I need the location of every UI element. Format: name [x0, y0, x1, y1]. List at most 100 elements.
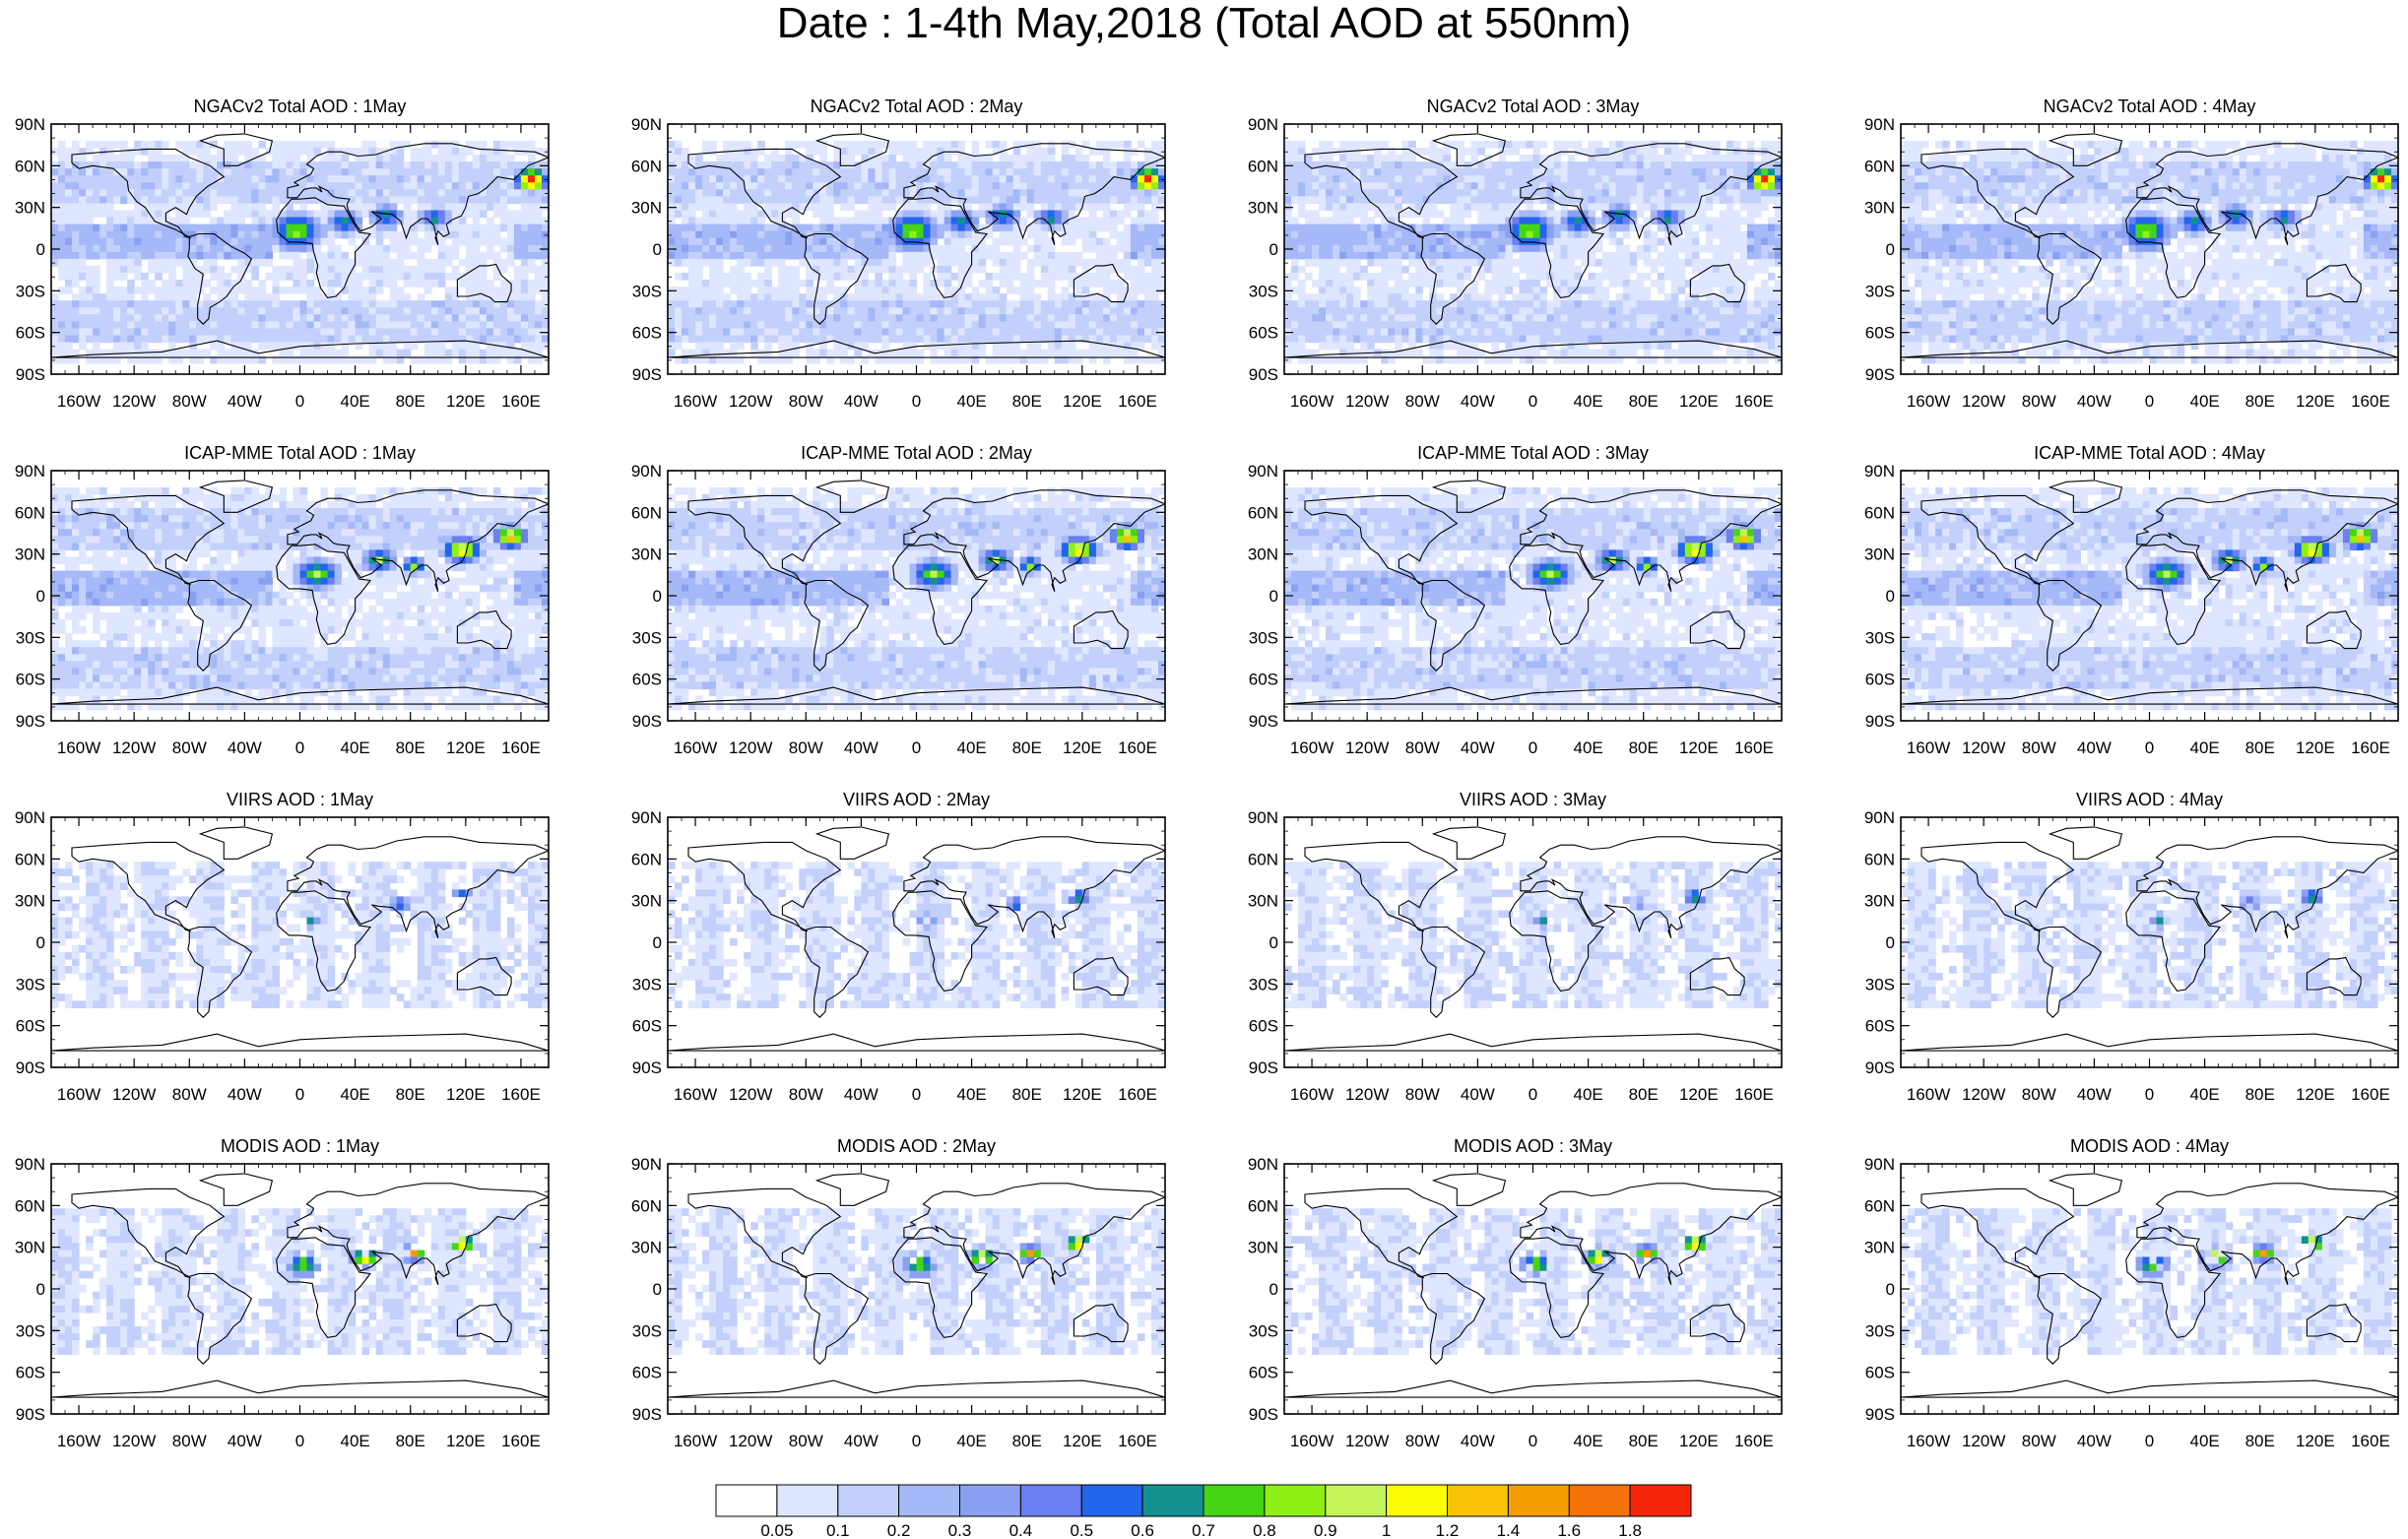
y-tick-label: 90S — [1249, 1405, 1278, 1424]
panel-title: NGACv2 Total AOD : 1May — [194, 96, 407, 116]
aod-field — [51, 471, 549, 721]
y-tick-label: 90S — [1865, 712, 1895, 731]
x-tick-label: 120E — [446, 1085, 486, 1104]
y-tick-label: 60N — [15, 1196, 45, 1215]
y-tick-label: 60N — [1248, 503, 1278, 522]
y-tick-label: 30S — [16, 975, 45, 994]
x-tick-label: 40E — [956, 738, 986, 757]
x-tick-label: 80E — [396, 1085, 425, 1104]
x-tick-label: 0 — [912, 1085, 921, 1104]
x-tick-label: 160E — [501, 1085, 541, 1104]
y-tick-label: 30S — [1249, 975, 1278, 994]
x-tick-label: 120E — [2296, 1085, 2335, 1104]
x-tick-label: 80E — [1012, 392, 1042, 411]
x-tick-label: 40W — [1461, 738, 1495, 757]
panel-title: NGACv2 Total AOD : 4May — [2044, 96, 2256, 116]
y-tick-label: 90N — [15, 808, 45, 827]
x-tick-label: 80E — [396, 1432, 425, 1450]
y-tick-label: 30S — [16, 1321, 45, 1340]
x-tick-label: 120E — [1063, 1432, 1102, 1450]
x-tick-label: 160W — [1290, 738, 1334, 757]
coastlines — [1901, 133, 2398, 358]
x-tick-label: 40W — [228, 1085, 262, 1104]
x-tick-label: 0 — [295, 392, 304, 411]
colorbar-swatch — [715, 1484, 778, 1517]
y-tick-label: 0 — [1886, 587, 1895, 606]
panel-title: VIIRS AOD : 3May — [1460, 790, 1606, 809]
x-tick-label: 160E — [1118, 738, 1157, 757]
coastlines — [1284, 1173, 1782, 1398]
panel-4: NGACv2 Total AOD : 4May 90N 60N 30N 0 30S 60S 9… — [1864, 96, 2399, 411]
aod-field — [51, 124, 549, 374]
y-tick-label: 90S — [1865, 365, 1895, 384]
x-tick-label: 40E — [1573, 1432, 1602, 1450]
y-tick-label: 60S — [632, 671, 662, 689]
y-tick-label: 0 — [1886, 240, 1895, 259]
panel-5: ICAP-MME Total AOD : 1May 90N 60N 30N 0 30S 60… — [15, 443, 550, 757]
y-tick-label: 30S — [1865, 975, 1895, 994]
y-tick-label: 30N — [631, 1239, 662, 1257]
x-tick-label: 80E — [2245, 738, 2275, 757]
x-tick-label: 160E — [1734, 738, 1774, 757]
x-tick-label: 0 — [1529, 1085, 1537, 1104]
aod-field — [1901, 124, 2398, 374]
x-tick-label: 120W — [1962, 738, 2005, 757]
x-tick-label: 80E — [1629, 738, 1659, 757]
y-tick-label: 30N — [15, 545, 45, 564]
x-tick-label: 160W — [57, 738, 100, 757]
y-tick-label: 0 — [36, 1280, 45, 1299]
aod-field — [1284, 124, 1782, 374]
x-tick-label: 120E — [446, 738, 486, 757]
x-tick-label: 120E — [446, 392, 486, 411]
x-tick-label: 160E — [2351, 1432, 2390, 1450]
colorbar: 0.05 0.1 0.2 0.3 0.4 0.5 0.6 0.7 0.8 0.9 1 1.2 1.4 1.… — [715, 1484, 1692, 1539]
y-tick-label: 60N — [15, 850, 45, 868]
x-tick-label: 40E — [956, 1085, 986, 1104]
x-tick-label: 40E — [340, 738, 369, 757]
aod-field — [51, 817, 549, 1067]
colorbar-label: 1.4 — [1497, 1521, 1521, 1539]
x-tick-label: 160E — [501, 392, 541, 411]
y-tick-label: 90N — [1864, 808, 1895, 827]
x-tick-label: 40E — [340, 1432, 369, 1450]
colorbar-swatch — [837, 1484, 900, 1517]
y-tick-label: 60S — [1865, 1017, 1895, 1036]
aod-field — [668, 124, 1165, 374]
coastlines — [51, 1173, 549, 1398]
x-tick-label: 120W — [112, 1085, 156, 1104]
y-tick-label: 90N — [15, 115, 45, 134]
y-tick-label: 30N — [1864, 545, 1895, 564]
x-tick-label: 40W — [2077, 1432, 2112, 1450]
x-tick-label: 120W — [112, 738, 156, 757]
y-tick-label: 30N — [631, 892, 662, 911]
y-tick-label: 30N — [1864, 199, 1895, 218]
x-tick-label: 0 — [1529, 738, 1537, 757]
x-tick-label: 40E — [340, 392, 369, 411]
x-tick-label: 40W — [844, 1432, 879, 1450]
y-tick-label: 30S — [1865, 1321, 1895, 1340]
y-tick-label: 0 — [1886, 933, 1895, 952]
colorbar-label: 0.5 — [1070, 1521, 1093, 1539]
y-tick-label: 90S — [1249, 712, 1278, 731]
aod-field — [1901, 817, 2398, 1067]
colorbar-swatch — [1386, 1484, 1448, 1517]
y-tick-label: 90N — [631, 462, 662, 481]
x-tick-label: 40W — [1461, 392, 1495, 411]
colorbar-label: 1.6 — [1557, 1521, 1581, 1539]
panel-title: NGACv2 Total AOD : 3May — [1427, 96, 1640, 116]
x-tick-label: 80E — [396, 392, 425, 411]
x-tick-label: 120W — [1962, 392, 2005, 411]
x-tick-label: 40E — [1573, 738, 1602, 757]
panel-10: VIIRS AOD : 2May 90N 60N 30N 0 30S 60S 90S 160W 1… — [631, 790, 1166, 1104]
x-tick-label: 120W — [1962, 1432, 2005, 1450]
y-tick-label: 60S — [16, 671, 45, 689]
y-tick-label: 30N — [1248, 892, 1278, 911]
x-tick-label: 80E — [2245, 1085, 2275, 1104]
x-tick-label: 120E — [1679, 392, 1719, 411]
x-tick-label: 0 — [295, 738, 304, 757]
x-tick-label: 160W — [674, 738, 717, 757]
panel-title: MODIS AOD : 3May — [1454, 1136, 1612, 1156]
y-tick-label: 60S — [1249, 324, 1278, 343]
coastlines — [668, 480, 1165, 705]
y-tick-label: 60S — [1249, 671, 1278, 689]
